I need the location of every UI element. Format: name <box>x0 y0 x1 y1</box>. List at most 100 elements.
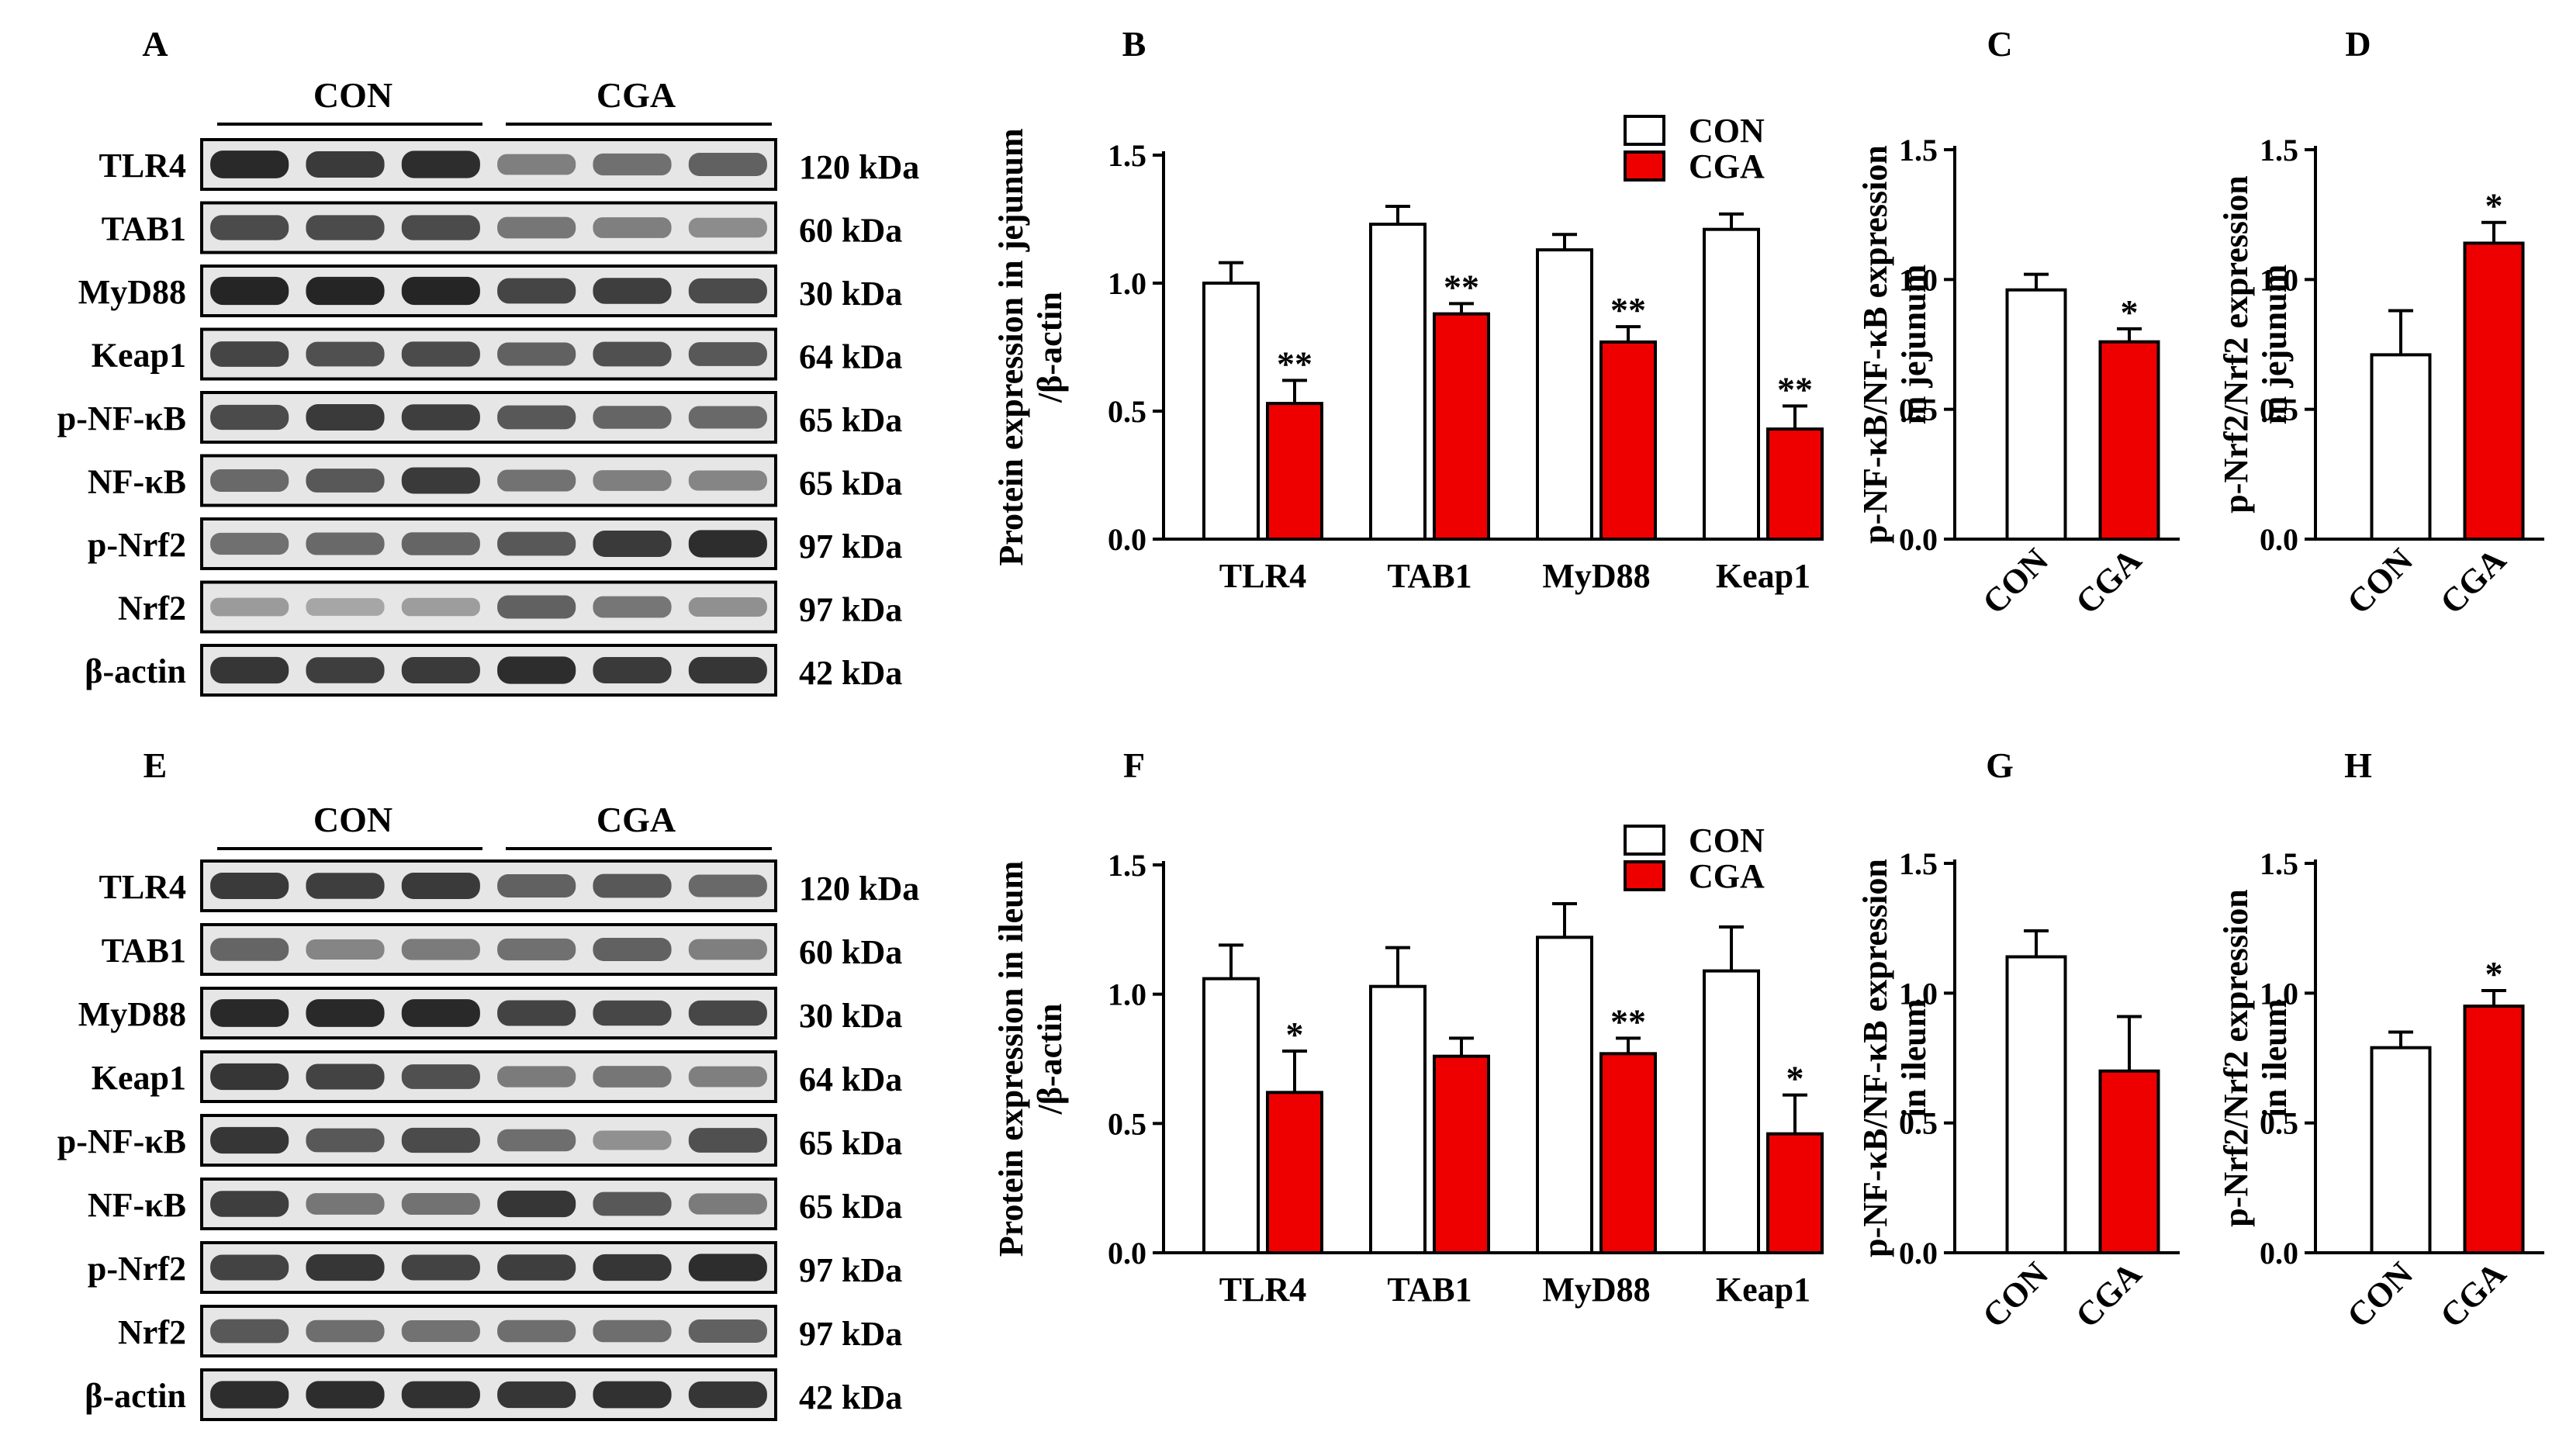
y-tick-label: 1.5 <box>2260 133 2298 168</box>
blot-band <box>401 150 480 178</box>
blot-band <box>306 215 385 240</box>
panel-label: F <box>1123 745 1145 785</box>
blot-band <box>306 657 385 683</box>
blot-band <box>210 532 289 555</box>
blot-protein-label: p-NF-κB <box>57 399 186 437</box>
y-tick-label: 1.0 <box>1899 976 1938 1011</box>
bar <box>2005 288 2067 541</box>
x-tick-label: CON <box>1975 1254 2056 1335</box>
blot-size-label: 97 kDa <box>799 591 902 629</box>
blot-band <box>688 1193 767 1215</box>
y-tick-label: 1.5 <box>1108 138 1146 173</box>
group-label-con: CON <box>313 75 393 115</box>
x-tick-label: CGA <box>2068 541 2149 621</box>
blot-band <box>210 276 289 306</box>
blot-band <box>306 873 385 899</box>
y-tick-label: 0.0 <box>2260 522 2298 557</box>
y-axis-label-line: p-NF-κB/NF-κB expression <box>1856 145 1894 544</box>
blot-size-label: 97 kDa <box>799 1251 902 1289</box>
blot-strip <box>200 138 777 191</box>
y-tick-label: 1.0 <box>1108 266 1146 301</box>
blot-band <box>210 656 289 684</box>
panel-label: D <box>2345 24 2371 64</box>
blot-protein-label: Nrf2 <box>118 1313 186 1351</box>
bar <box>1703 227 1760 541</box>
blot-size-label: 60 kDa <box>799 933 902 971</box>
blot-band <box>401 1254 480 1281</box>
bar <box>1369 223 1427 541</box>
blot-band <box>593 406 672 429</box>
x-tick-label: CON <box>1975 541 2056 621</box>
bar <box>1266 1091 1323 1255</box>
bar <box>2463 1005 2525 1254</box>
y-axis-label: Protein expression in ileum/β-actin <box>992 861 1069 1257</box>
blot-strip <box>200 923 777 976</box>
bar <box>1433 312 1490 541</box>
y-tick-label: 0.5 <box>1899 1106 1938 1141</box>
blot-band <box>593 596 672 618</box>
blot-protein-label: NF-κB <box>88 463 186 501</box>
x-tick-label: Keap1 <box>1716 557 1810 595</box>
blot-band <box>497 278 576 304</box>
blot-band <box>306 276 385 306</box>
blot-protein-label: TLR4 <box>99 147 186 185</box>
blot-band <box>306 999 385 1027</box>
chart-panel-F: F 0.0 0.5 1.0 1.5 Protein expression in ileum… <box>992 745 1824 1309</box>
blot-protein-label: MyD88 <box>78 995 186 1033</box>
bar <box>2370 1046 2432 1254</box>
blot-band <box>593 278 672 304</box>
bar <box>2005 955 2067 1254</box>
y-axis-label: p-NF-κB/NF-κB expressionin jejunum <box>1856 145 1933 544</box>
blot-band <box>593 531 672 557</box>
blot-band <box>306 1381 385 1409</box>
blot-band <box>306 151 385 178</box>
blot-band <box>306 1254 385 1281</box>
blot-band <box>593 873 672 898</box>
panel-label: A <box>142 24 168 64</box>
blot-band <box>210 1381 289 1409</box>
x-tick-label: TAB1 <box>1387 1271 1471 1309</box>
blot-band <box>497 405 576 430</box>
blot-size-label: 42 kDa <box>799 1378 902 1416</box>
blot-strip <box>200 391 777 444</box>
y-tick-label: 0.5 <box>2260 1106 2298 1141</box>
group-label-cga: CGA <box>597 75 676 115</box>
blot-band <box>306 404 385 431</box>
y-tick-label: 1.0 <box>2260 262 2298 297</box>
significance-mark: * <box>2485 954 2503 994</box>
blot-row: p-NF-κB 65 kDa <box>57 391 902 444</box>
blot-band <box>688 597 767 617</box>
x-tick-label: CON <box>2339 1254 2420 1335</box>
blot-band <box>401 467 480 494</box>
blot-band <box>401 1192 480 1216</box>
blot-band <box>401 597 480 617</box>
blot-band <box>497 1254 576 1281</box>
blot-band <box>688 656 767 684</box>
blot-band <box>210 1063 289 1091</box>
blot-band <box>497 1000 576 1026</box>
chart-panel-G: G 0.0 0.5 1.0 1.5p-NF-κB/NF-κB expressionin … <box>1856 745 2180 1335</box>
blot-band <box>401 215 480 240</box>
y-tick-label: 1.0 <box>2260 976 2298 1011</box>
blot-band <box>497 342 576 366</box>
y-axis-label: p-NF-κB/NF-κB expressionin ileum <box>1856 859 1933 1257</box>
blot-band <box>210 1319 289 1344</box>
blot-protein-label: β-actin <box>85 1377 186 1415</box>
bar <box>1599 340 1657 541</box>
blot-row: Nrf2 97 kDa <box>118 1305 902 1357</box>
legend-label: CGA <box>1689 857 1765 895</box>
blot-band <box>401 276 480 306</box>
bar <box>2370 353 2432 541</box>
y-axis-label: Protein expression in jejunum/β-actin <box>992 128 1069 565</box>
blot-protein-label: TAB1 <box>102 932 186 970</box>
blot-band <box>306 1128 385 1153</box>
blot-band <box>688 939 767 960</box>
blot-size-label: 64 kDa <box>799 338 902 376</box>
legend-label: CON <box>1689 821 1765 859</box>
bar <box>1766 1132 1824 1254</box>
blot-panel-A: A CON CGA TLR4 120 kDa TAB1 60 kDa MyD88 30 kDa K… <box>57 24 919 697</box>
legend-swatch <box>1624 150 1665 182</box>
blot-band <box>306 939 385 960</box>
y-tick-label: 1.5 <box>1108 848 1146 883</box>
